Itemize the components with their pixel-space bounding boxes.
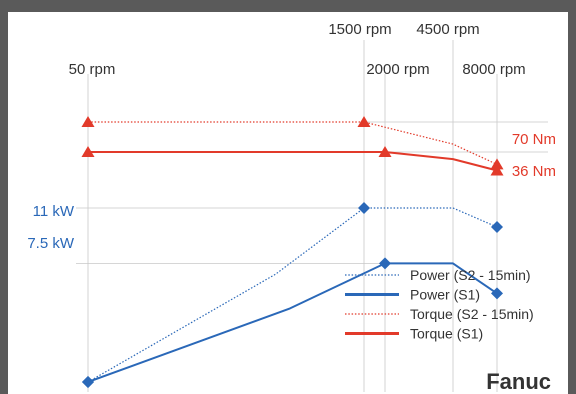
torque-triangle-marker <box>378 146 392 157</box>
power-value-label: 7.5 kW <box>27 235 75 252</box>
legend-entry-label: Power (S2 - 15min) <box>410 267 531 283</box>
torque-triangle-marker <box>357 116 371 127</box>
rpm-tick-label: 1500 rpm <box>328 21 391 38</box>
rpm-tick-label: 4500 rpm <box>416 21 479 38</box>
chart-panel: 50 rpm 1500 rpm 2000 rpm 4500 rpm 8000 rpm 70… <box>8 12 568 394</box>
legend-entry-label: Power (S1) <box>410 287 480 303</box>
torque-value-label: 36 Nm <box>512 163 556 180</box>
torque-triangle-marker <box>490 164 504 176</box>
legend-entry-label: Torque (S2 - 15min) <box>410 306 534 322</box>
rpm-tick-label: 2000 rpm <box>366 61 429 78</box>
legend-entry-label: Torque (S1) <box>410 326 483 342</box>
torque-triangle-marker <box>81 146 95 157</box>
torque-value-label: 70 Nm <box>512 131 556 148</box>
series-line-3 <box>88 151 498 172</box>
power-diamond-marker <box>358 202 370 214</box>
rpm-tick-label: 8000 rpm <box>462 61 525 78</box>
power-diamond-marker <box>379 257 391 270</box>
brand-label: Fanuc <box>486 369 551 394</box>
power-value-label: 11 kW <box>33 203 75 220</box>
power-diamond-marker <box>491 220 503 233</box>
power-diamond-marker <box>82 376 94 388</box>
spindle-power-torque-chart: 50 rpm 1500 rpm 2000 rpm 4500 rpm 8000 rpm 70… <box>27 21 556 394</box>
torque-triangle-marker <box>490 158 504 170</box>
power-diamond-marker <box>491 287 503 300</box>
torque-triangle-marker <box>81 116 95 127</box>
rpm-tick-label: 50 rpm <box>69 61 116 78</box>
